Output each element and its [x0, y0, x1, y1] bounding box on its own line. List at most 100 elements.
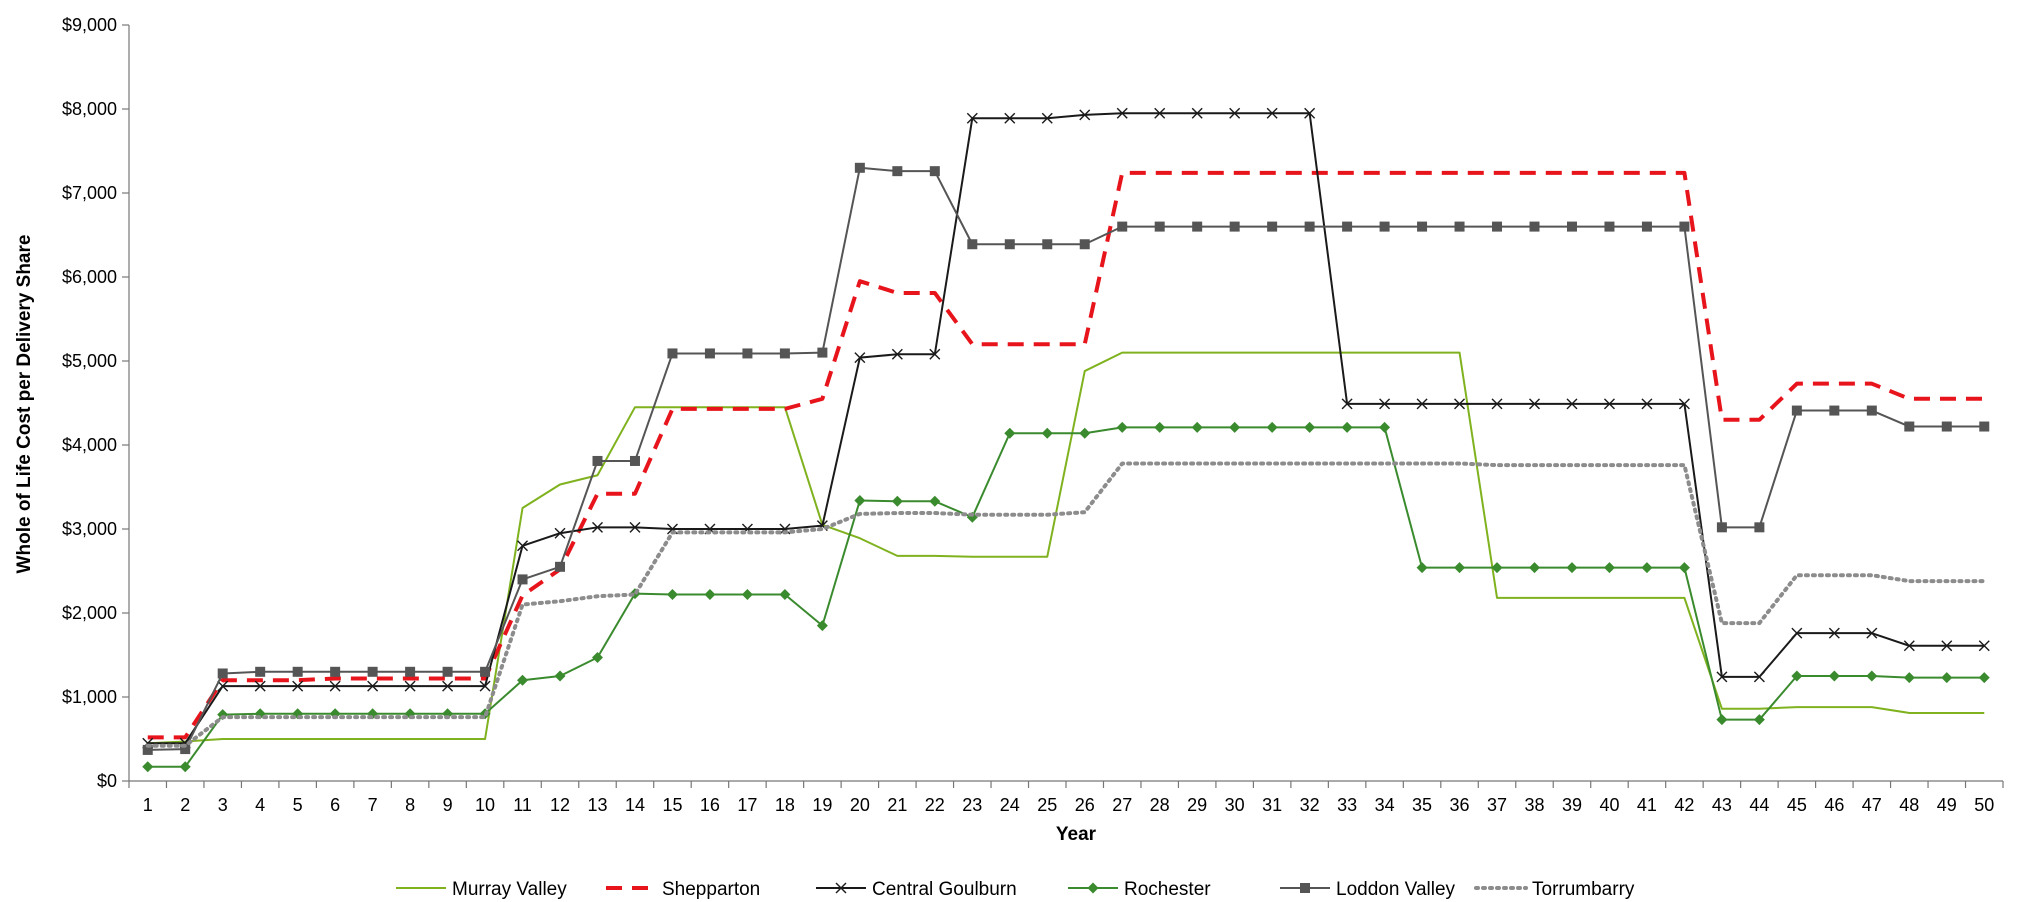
y-tick-label: $8,000	[62, 99, 117, 119]
x-tick-label: 25	[1037, 795, 1057, 815]
data-point-central-goulburn	[517, 540, 529, 552]
data-point-loddon-valley	[1417, 221, 1428, 232]
data-point-loddon-valley	[929, 166, 940, 177]
data-point-loddon-valley	[1754, 522, 1765, 533]
x-tick-label: 38	[1524, 795, 1544, 815]
x-tick-label: 30	[1225, 795, 1245, 815]
data-point-loddon-valley	[1379, 221, 1390, 232]
data-point-central-goulburn	[1941, 640, 1953, 652]
x-tick-label: 10	[475, 795, 495, 815]
data-point-loddon-valley	[1791, 405, 1802, 416]
x-tick-label: 42	[1674, 795, 1694, 815]
legend-marker	[1087, 882, 1099, 894]
data-point-loddon-valley	[1641, 221, 1652, 232]
data-point-central-goulburn	[1079, 109, 1091, 121]
x-tick-label: 27	[1112, 795, 1132, 815]
data-point-central-goulburn	[929, 348, 941, 360]
data-point-loddon-valley	[555, 561, 566, 572]
data-point-central-goulburn	[1154, 107, 1166, 119]
y-tick-label: $6,000	[62, 267, 117, 287]
x-tick-label: 40	[1599, 795, 1619, 815]
x-tick-label: 45	[1787, 795, 1807, 815]
data-point-rochester	[1978, 672, 1990, 684]
x-tick-label: 29	[1187, 795, 1207, 815]
data-point-rochester	[1828, 670, 1840, 682]
legend-label: Torrumbarry	[1532, 879, 1635, 900]
data-point-rochester	[1004, 427, 1016, 439]
legend-item-torrumbarry: Torrumbarry	[1474, 879, 1635, 900]
data-point-loddon-valley	[592, 455, 603, 466]
x-tick-label: 33	[1337, 795, 1357, 815]
x-tick-label: 17	[737, 795, 757, 815]
legend-item-murray-valley: Murray Valley	[396, 879, 567, 900]
x-tick-label: 14	[625, 795, 645, 815]
data-point-central-goulburn	[217, 680, 229, 692]
data-point-loddon-valley	[1716, 522, 1727, 533]
legend-label: Central Goulburn	[872, 879, 1017, 900]
data-point-central-goulburn	[1454, 398, 1466, 410]
data-point-loddon-valley	[779, 348, 790, 359]
data-point-loddon-valley	[667, 348, 678, 359]
data-point-central-goulburn	[1978, 640, 1990, 652]
series-rochester	[142, 421, 1990, 773]
data-point-loddon-valley	[1079, 239, 1090, 250]
data-point-central-goulburn	[254, 680, 266, 692]
x-tick-label: 20	[850, 795, 870, 815]
legend-item-shepparton: Shepparton	[606, 879, 760, 900]
x-tick-label: 19	[812, 795, 832, 815]
data-point-loddon-valley	[1342, 221, 1353, 232]
data-point-loddon-valley	[1192, 221, 1203, 232]
data-point-loddon-valley	[442, 666, 453, 677]
data-point-central-goulburn	[1566, 398, 1578, 410]
x-tick-label: 32	[1300, 795, 1320, 815]
data-point-rochester	[1641, 562, 1653, 574]
data-point-loddon-valley	[292, 666, 303, 677]
data-point-central-goulburn	[1866, 627, 1878, 639]
data-point-rochester	[592, 652, 603, 664]
data-point-rochester	[1603, 562, 1615, 574]
data-point-loddon-valley	[1042, 239, 1053, 250]
x-axis: 1 2 3 4 5 6 7 8 9 10 11 12 13 14 15 16 17 18 19 20 21 22 23 24 2…	[128, 780, 2004, 815]
data-point-rochester	[1079, 427, 1091, 439]
data-point-rochester	[1154, 421, 1166, 433]
data-point-loddon-valley	[967, 239, 978, 250]
data-point-central-goulburn	[854, 352, 866, 364]
x-tick-label: 18	[775, 795, 795, 815]
x-tick-label: 35	[1412, 795, 1432, 815]
data-point-central-goulburn	[479, 680, 491, 692]
data-point-loddon-valley	[1229, 221, 1240, 232]
series-shepparton	[147, 170, 1985, 740]
legend-label: Shepparton	[662, 879, 760, 900]
data-point-loddon-valley	[854, 162, 865, 173]
data-point-loddon-valley	[255, 666, 266, 677]
data-point-rochester	[1304, 421, 1316, 433]
data-point-central-goulburn	[442, 680, 454, 692]
legend: Murray Valley Shepparton Central Goulburn R…	[396, 879, 1635, 900]
data-point-loddon-valley	[480, 666, 491, 677]
x-tick-label: 26	[1075, 795, 1095, 815]
data-point-central-goulburn	[1603, 398, 1615, 410]
data-point-rochester	[1491, 562, 1503, 574]
data-point-loddon-valley	[1604, 221, 1615, 232]
data-point-central-goulburn	[1416, 398, 1428, 410]
data-point-loddon-valley	[1267, 221, 1278, 232]
x-tick-label: 37	[1487, 795, 1507, 815]
x-tick-label: 48	[1899, 795, 1919, 815]
x-tick-label: 41	[1637, 795, 1657, 815]
data-point-rochester	[704, 589, 716, 601]
series-central-goulburn	[142, 107, 1990, 749]
data-point-central-goulburn	[891, 348, 903, 360]
series-loddon-valley	[142, 162, 1990, 755]
data-point-rochester	[929, 495, 941, 507]
data-point-central-goulburn	[1004, 112, 1016, 124]
series-line-shepparton	[147, 170, 1985, 740]
data-point-rochester	[779, 589, 791, 601]
data-point-rochester	[1791, 670, 1803, 682]
x-tick-label: 4	[255, 795, 265, 815]
x-tick-label: 7	[368, 795, 378, 815]
x-tick-label: 34	[1375, 795, 1395, 815]
data-point-central-goulburn	[1903, 640, 1915, 652]
data-point-rochester	[741, 589, 753, 601]
x-tick-label: 2	[180, 795, 190, 815]
data-point-central-goulburn	[1491, 398, 1503, 410]
